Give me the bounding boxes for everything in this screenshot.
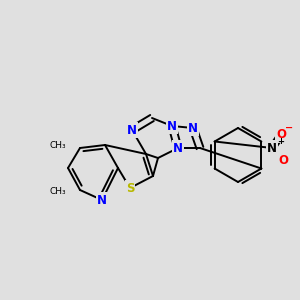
Text: N: N bbox=[97, 194, 107, 206]
Text: N: N bbox=[173, 142, 183, 154]
Text: O: O bbox=[276, 128, 286, 142]
Text: S: S bbox=[126, 182, 134, 194]
Text: N: N bbox=[188, 122, 198, 134]
Text: O: O bbox=[278, 154, 288, 166]
Text: N: N bbox=[127, 124, 137, 136]
Text: −: − bbox=[285, 123, 293, 133]
Text: CH₃: CH₃ bbox=[50, 188, 66, 196]
Text: +: + bbox=[278, 136, 284, 146]
Text: N: N bbox=[267, 142, 277, 154]
Text: N: N bbox=[167, 119, 177, 133]
Text: CH₃: CH₃ bbox=[50, 140, 66, 149]
